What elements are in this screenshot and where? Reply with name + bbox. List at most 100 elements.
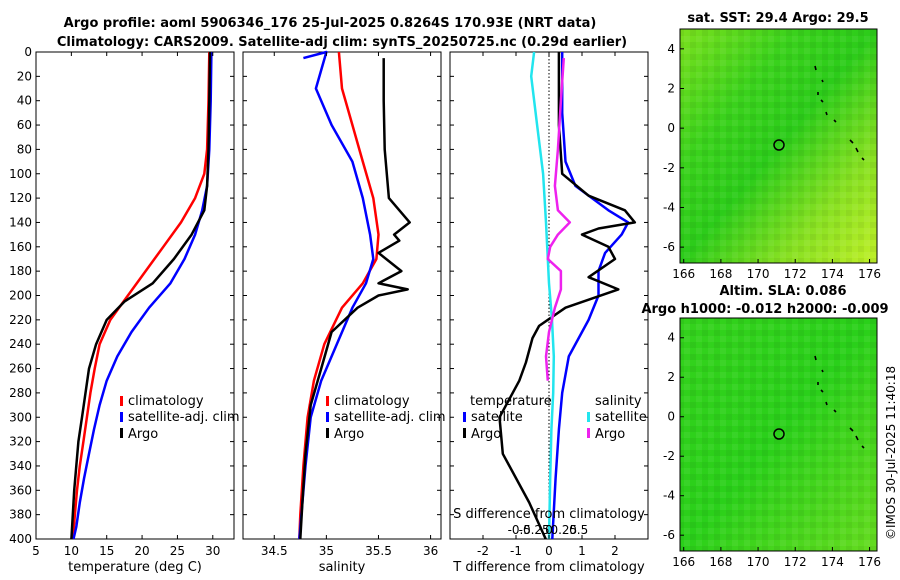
map-xtick-label: 172 — [784, 555, 807, 569]
legend-label-satellite: satellite-adj. clim — [128, 410, 240, 425]
ytick-label: 200 — [9, 289, 32, 303]
legend-swatch-argo — [120, 428, 123, 438]
legend-label-argo: Argo — [334, 427, 364, 442]
ytick-label: 20 — [17, 69, 32, 83]
map-xtick-label: 170 — [747, 267, 770, 281]
difference-xticks: -2 -1 0 1 2 — [477, 52, 619, 558]
legend-label-climatology: climatology — [334, 394, 410, 409]
legend-title-salinity: salinity — [595, 394, 642, 409]
map-xtick-label: 176 — [858, 555, 881, 569]
legend-label-s-argo: Argo — [595, 427, 625, 442]
ytick-label: 400 — [9, 532, 32, 546]
series-line-argo — [299, 58, 411, 540]
map-ytick-label: -4 — [663, 200, 675, 214]
figure-title-line1: Argo profile: aoml 5906346_176 25-Jul-20… — [64, 16, 597, 31]
xtick2-label: 0.5 — [569, 523, 588, 537]
difference-panel: -2 -1 0 1 2 T difference from climatology S … — [449, 51, 649, 575]
series-line-s-argo — [544, 58, 572, 381]
ytick-label: 260 — [9, 362, 32, 376]
legend-label-t-argo: Argo — [471, 427, 501, 442]
legend-label-satellite: satellite-adj. clim — [334, 410, 446, 425]
salinity-legend: climatology satellite-adj. clim Argo — [326, 394, 446, 442]
sst-map-title: sat. SST: 29.4 Argo: 29.5 — [687, 11, 868, 26]
map-ytick-label: -2 — [663, 449, 675, 463]
sst-map-argo-marker — [773, 139, 785, 151]
map-xtick-label: 170 — [747, 555, 770, 569]
series-line-t-satellite — [551, 52, 630, 540]
series-line-argo — [70, 51, 212, 540]
temperature-series-group — [70, 51, 213, 540]
xtick-label: 35.5 — [365, 544, 392, 558]
ytick-label: 300 — [9, 410, 32, 424]
map-xtick-label: 176 — [858, 267, 881, 281]
sla-map-argo-marker — [773, 428, 785, 440]
ytick-label: 380 — [9, 508, 32, 522]
map-xtick-label: 166 — [672, 555, 695, 569]
legend-swatch-climatology — [120, 396, 123, 406]
ytick-label: 60 — [17, 118, 32, 132]
map-xtick-label: 168 — [709, 555, 732, 569]
ytick-label: 80 — [17, 142, 32, 156]
temperature-panel: 5 10 15 20 25 30 0 20 40 60 80 100 120 140 160 180 200 2… — [9, 45, 240, 575]
legend-label-climatology: climatology — [128, 394, 204, 409]
sla-map-island-dots — [814, 355, 865, 449]
ytick-label: 120 — [9, 191, 32, 205]
ytick-label: 0 — [24, 45, 32, 59]
difference-ytick-marks — [450, 51, 648, 540]
salinity-series-group — [298, 50, 411, 540]
legend-swatch-s-satellite — [587, 412, 590, 422]
sla-map-yticks: 4 2 0 -2 -4 -6 — [663, 331, 684, 542]
xtick-label: -2 — [477, 544, 489, 558]
salinity-xticks: 34.5 35 35.5 36 — [261, 52, 438, 558]
map-xtick-label: 174 — [821, 267, 844, 281]
map-ytick-label: -4 — [663, 489, 675, 503]
map-ytick-label: 4 — [667, 331, 675, 345]
salinity-ytick-marks — [243, 51, 441, 540]
ytick-label: 320 — [9, 435, 32, 449]
map-xtick-label: 174 — [821, 555, 844, 569]
series-line-t-argo — [498, 52, 637, 540]
series-line-climatology — [71, 51, 211, 540]
ytick-label: 100 — [9, 167, 32, 181]
ytick-label: 360 — [9, 483, 32, 497]
map-ytick-label: 2 — [667, 81, 675, 95]
map-ytick-label: 2 — [667, 370, 675, 384]
legend-label-t-satellite: satellite — [471, 410, 523, 425]
series-line-climatology — [298, 51, 380, 540]
legend-swatch-s-argo — [587, 428, 590, 438]
xtick2-label: -0.5 — [508, 523, 531, 537]
xtick-label: 25 — [170, 544, 185, 558]
sst-map-yticks: 4 2 0 -2 -4 -6 — [663, 42, 684, 254]
xtick-label: 10 — [64, 544, 79, 558]
xtick-label: 34.5 — [261, 544, 288, 558]
sla-map-frame — [679, 317, 878, 552]
sst-map-island-dots — [814, 65, 865, 161]
legend-swatch-satellite — [326, 412, 329, 422]
difference-xlabel: T difference from climatology — [452, 560, 645, 575]
xtick-label: 1 — [578, 544, 586, 558]
sla-map-title: Altim. SLA: 0.086 — [720, 284, 847, 299]
legend-label-argo: Argo — [128, 427, 158, 442]
series-line-satellite-adj-clim — [298, 50, 375, 540]
ytick-label: 140 — [9, 215, 32, 229]
ytick-label: 220 — [9, 313, 32, 327]
xtick-label: 2 — [611, 544, 619, 558]
ytick-label: 280 — [9, 386, 32, 400]
sla-map-xticks: 166 168 170 172 174 176 — [672, 547, 881, 569]
xtick-label: 35 — [319, 544, 334, 558]
salinity-axes-box — [242, 51, 442, 540]
sst-map-xticks: 166 168 170 172 174 176 — [672, 259, 881, 281]
figure-title-line2: Climatology: CARS2009. Satellite-adj cli… — [57, 35, 627, 50]
sst-map-panel: sat. SST: 29.4 Argo: 29.5 166 168 170 172 17… — [663, 11, 881, 281]
xtick-label: -1 — [510, 544, 522, 558]
ytick-label: 340 — [9, 459, 32, 473]
legend-swatch-climatology — [326, 396, 329, 406]
temperature-xticks: 5 10 15 20 25 30 — [32, 52, 220, 558]
map-ytick-label: 0 — [667, 121, 675, 135]
legend-swatch-satellite — [120, 412, 123, 422]
xtick-label: 5 — [32, 544, 40, 558]
legend-title-temperature: temperature — [470, 394, 552, 409]
map-xtick-label: 168 — [709, 267, 732, 281]
